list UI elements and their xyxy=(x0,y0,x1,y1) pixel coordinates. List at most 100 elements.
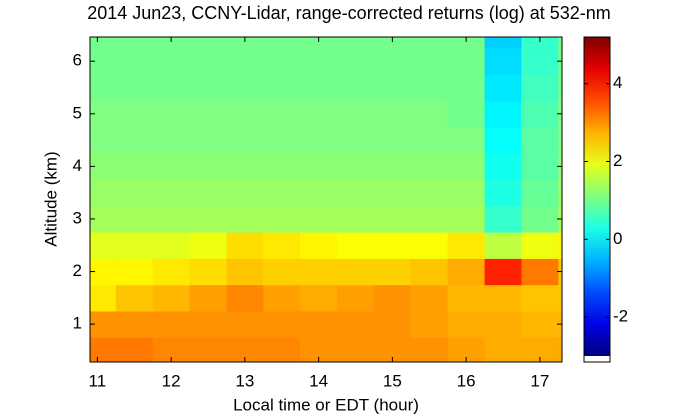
heatmap-cell xyxy=(189,310,227,338)
heatmap-cell xyxy=(226,74,264,102)
heatmap-cell xyxy=(373,179,412,207)
heatmap-cell xyxy=(300,153,338,181)
heatmap-cell xyxy=(189,205,227,233)
heatmap-cell xyxy=(410,179,449,207)
heatmap-cell xyxy=(90,126,117,154)
heatmap-cell xyxy=(263,232,301,259)
heatmap-cell xyxy=(226,100,264,128)
chart-title: 2014 Jun23, CCNY-Lidar, range-corrected … xyxy=(87,3,611,23)
heatmap-cell xyxy=(90,337,117,362)
heatmap-cell xyxy=(373,37,412,49)
heatmap-cell xyxy=(373,48,412,75)
heatmap-cell xyxy=(226,48,264,75)
heatmap-cell xyxy=(300,284,338,312)
heatmap-cell xyxy=(373,310,412,338)
heatmap-cell xyxy=(152,284,191,312)
heatmap-cell xyxy=(484,48,522,75)
heatmap-cell xyxy=(189,284,227,312)
heatmap-cell xyxy=(484,100,522,128)
heatmap-cell xyxy=(300,179,338,207)
heatmap-cell xyxy=(226,232,264,259)
heatmap-cell xyxy=(90,258,117,286)
heatmap-cell xyxy=(189,179,227,207)
heatmap-cell xyxy=(189,100,227,128)
heatmap-cell xyxy=(447,37,486,49)
y-tick-label: 1 xyxy=(73,314,82,333)
heatmap-cell xyxy=(90,284,117,312)
heatmap-cell xyxy=(521,126,559,154)
heatmap-cell xyxy=(152,258,191,286)
heatmap-cell xyxy=(189,37,227,49)
heatmap-cell xyxy=(90,37,117,49)
colorbar xyxy=(584,37,610,356)
heatmap-cell xyxy=(521,232,559,259)
heatmap-cell xyxy=(484,153,522,181)
heatmap-cell xyxy=(521,74,559,102)
heatmap-cell xyxy=(337,37,375,49)
heatmap-cell xyxy=(521,310,559,338)
heatmap-cell xyxy=(337,179,375,207)
heatmap-cell xyxy=(337,205,375,233)
x-tick-label: 17 xyxy=(530,371,549,390)
heatmap-cell xyxy=(447,205,486,233)
heatmap-cell xyxy=(337,258,375,286)
heatmap-cell xyxy=(115,205,154,233)
heatmap-cell xyxy=(226,153,264,181)
heatmap-cell xyxy=(189,126,227,154)
y-axis-label: Altitude (km) xyxy=(41,151,60,246)
heatmap-cell xyxy=(115,179,154,207)
heatmap-cell xyxy=(263,48,301,75)
heatmap-cell xyxy=(558,37,562,49)
heatmap-cell xyxy=(263,284,301,312)
heatmap-cell xyxy=(152,153,191,181)
colorbar-tick-label: 0 xyxy=(613,229,622,248)
heatmap-cell xyxy=(410,37,449,49)
heatmap-cell xyxy=(263,74,301,102)
heatmap-cell xyxy=(558,179,562,207)
heatmap-cell xyxy=(263,337,301,362)
heatmap-cell xyxy=(484,337,522,362)
heatmap-cell xyxy=(410,100,449,128)
plot-frame xyxy=(89,36,563,363)
heatmap-cell xyxy=(447,48,486,75)
heatmap-cell xyxy=(263,126,301,154)
heatmap-cell xyxy=(521,100,559,128)
heatmap-cell xyxy=(226,179,264,207)
heatmap-cell xyxy=(152,37,191,49)
heatmap-cell xyxy=(410,310,449,338)
heatmap-cell xyxy=(447,310,486,338)
heatmap-cell xyxy=(337,310,375,338)
heatmap-cell xyxy=(152,310,191,338)
heatmap-cell xyxy=(300,37,338,49)
heatmap-cell xyxy=(90,232,117,259)
heatmap-cell xyxy=(300,232,338,259)
y-tick-label: 6 xyxy=(73,51,82,70)
heatmap-cell xyxy=(410,205,449,233)
heatmap-cell xyxy=(521,153,559,181)
heatmap-cell xyxy=(189,232,227,259)
heatmap-cell xyxy=(337,126,375,154)
heatmap-cell xyxy=(337,48,375,75)
heatmap-cell xyxy=(410,284,449,312)
heatmap-cell xyxy=(337,337,375,362)
heatmap-cell xyxy=(447,100,486,128)
y-tick-label: 4 xyxy=(73,156,82,175)
heatmap-cell xyxy=(300,310,338,338)
heatmap-cell xyxy=(226,126,264,154)
heatmap-cell xyxy=(521,205,559,233)
heatmap-cell xyxy=(373,100,412,128)
heatmap-cell xyxy=(263,205,301,233)
heatmap xyxy=(90,37,562,362)
heatmap-cell xyxy=(558,337,562,362)
heatmap-cell xyxy=(226,310,264,338)
heatmap-cell xyxy=(90,100,117,128)
heatmap-cell xyxy=(263,258,301,286)
heatmap-cell xyxy=(558,284,562,312)
heatmap-cell xyxy=(447,153,486,181)
heatmap-cell xyxy=(90,205,117,233)
heatmap-cell xyxy=(115,284,154,312)
heatmap-cell xyxy=(189,74,227,102)
x-tick-label: 16 xyxy=(457,371,476,390)
heatmap-cell xyxy=(115,153,154,181)
